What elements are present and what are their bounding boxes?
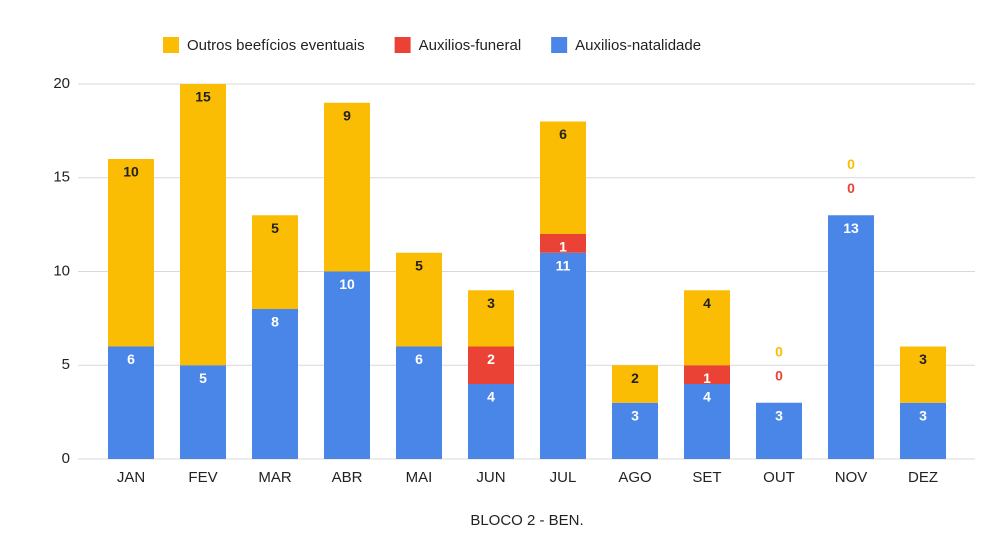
bar-segment <box>612 365 658 403</box>
y-tick-label: 20 <box>53 75 70 92</box>
data-label: 5 <box>415 257 423 273</box>
bar-segment <box>468 346 514 384</box>
data-label: 10 <box>123 164 139 180</box>
legend-swatch <box>163 37 179 53</box>
legend-swatch <box>394 37 411 53</box>
bar-segment <box>324 102 370 272</box>
bar-segment <box>684 384 730 459</box>
data-label: 6 <box>559 126 567 142</box>
data-label: 0 <box>775 367 783 383</box>
data-label: 3 <box>775 407 783 423</box>
data-label: 9 <box>343 107 351 123</box>
y-tick-label: 5 <box>62 356 70 373</box>
x-tick-label: JAN <box>117 469 145 486</box>
data-label: 3 <box>487 295 495 311</box>
legend-swatch <box>551 37 568 53</box>
x-tick-label: NOV <box>835 469 868 486</box>
bar-segment <box>180 84 226 366</box>
x-tick-label: JUN <box>476 469 505 486</box>
data-label: 0 <box>775 343 783 359</box>
bar-segment <box>324 271 370 459</box>
bar-segment <box>540 234 586 253</box>
data-label: 10 <box>339 276 355 292</box>
x-tick-label: OUT <box>763 469 795 486</box>
bar-segment <box>540 252 586 459</box>
bar-segment <box>252 309 298 459</box>
bar-segment <box>108 159 154 347</box>
data-label: 6 <box>127 351 135 367</box>
data-label: 6 <box>415 351 423 367</box>
bar-segment <box>828 215 874 459</box>
x-axis-title: BLOCO 2 - BEN. <box>470 512 583 529</box>
y-tick-label: 15 <box>53 169 70 186</box>
bar-segment <box>396 346 442 459</box>
data-label: 5 <box>271 220 279 236</box>
data-label: 0 <box>847 156 855 172</box>
bar-segment <box>108 346 154 459</box>
data-label: 1 <box>559 239 567 255</box>
data-label: 5 <box>199 370 207 386</box>
x-tick-label: MAI <box>406 469 433 486</box>
data-label: 13 <box>843 220 859 236</box>
data-label: 4 <box>703 389 711 405</box>
legend-label: Outros beefícios eventuais <box>187 37 365 54</box>
legend-label: Auxilios-natalidade <box>575 37 701 54</box>
y-tick-label: 10 <box>53 262 70 279</box>
bar-segment <box>180 365 226 459</box>
x-tick-label: MAR <box>258 469 292 486</box>
bar-segment <box>900 346 946 403</box>
data-label: 3 <box>631 407 639 423</box>
x-tick-label: FEV <box>188 469 217 486</box>
bar-segment <box>684 365 730 384</box>
y-tick-label: 0 <box>62 450 70 467</box>
bar-segment <box>900 402 946 459</box>
x-tick-label: ABR <box>332 469 363 486</box>
bar-segment <box>468 290 514 347</box>
data-label: 2 <box>487 351 495 367</box>
data-label: 15 <box>195 89 211 105</box>
bar-segment <box>252 215 298 309</box>
data-label: 3 <box>919 407 927 423</box>
x-tick-label: SET <box>692 469 721 486</box>
data-label: 4 <box>487 389 495 405</box>
bar-segment <box>540 121 586 234</box>
data-label: 3 <box>919 351 927 367</box>
bar-segment <box>468 384 514 459</box>
legend-label: Auxilios-funeral <box>419 37 522 54</box>
bar-segment <box>756 402 802 459</box>
data-label: 4 <box>703 295 711 311</box>
x-tick-label: DEZ <box>908 469 938 486</box>
data-label: 2 <box>631 370 639 386</box>
x-tick-label: JUL <box>550 469 577 486</box>
data-label: 11 <box>556 257 571 273</box>
bar-segment <box>396 252 442 347</box>
data-label: 1 <box>703 370 711 386</box>
data-label: 0 <box>847 180 855 196</box>
data-label: 8 <box>271 314 279 330</box>
x-tick-label: AGO <box>618 469 651 486</box>
bar-segment <box>684 290 730 366</box>
bar-segment <box>612 402 658 459</box>
